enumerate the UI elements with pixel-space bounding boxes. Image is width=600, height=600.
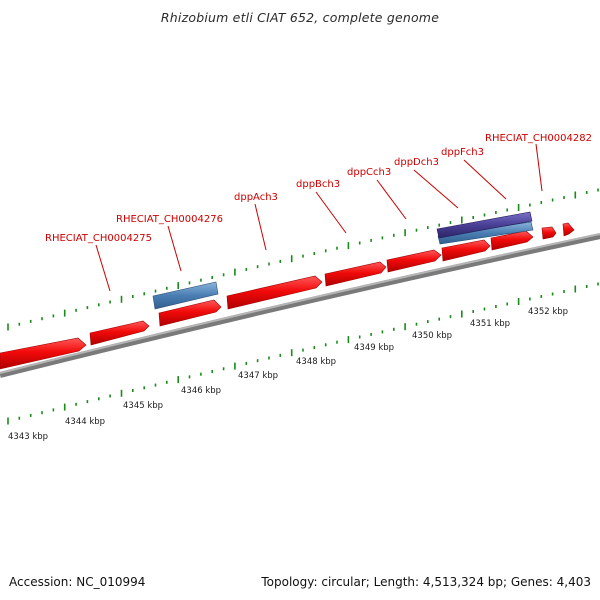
gene-label[interactable]: dppFch3 xyxy=(441,147,484,158)
scale-label: 4343 kbp xyxy=(8,432,48,442)
leader-line xyxy=(463,159,507,200)
gene-label[interactable]: dppBch3 xyxy=(296,179,340,190)
scale-label: 4352 kbp xyxy=(528,307,568,317)
scale-labels: 4343 kbp 4344 kbp 4345 kbp 4346 kbp 4347… xyxy=(8,307,568,442)
scale-label: 4346 kbp xyxy=(181,386,221,396)
gene-arrow[interactable] xyxy=(324,261,387,287)
leader-line xyxy=(315,191,347,234)
scale-label: 4345 kbp xyxy=(123,401,163,411)
gene-label[interactable]: dppDch3 xyxy=(394,157,439,168)
gene-arrow[interactable] xyxy=(0,337,87,370)
scale-label: 4347 kbp xyxy=(238,371,278,381)
genome-summary: Topology: circular; Length: 4,513,324 bp… xyxy=(261,575,591,589)
leader-line xyxy=(95,244,111,292)
accession-label: Accession: NC_010994 xyxy=(9,575,146,589)
leader-line xyxy=(413,169,459,209)
genome-backbone xyxy=(0,233,600,378)
gene-arrow[interactable] xyxy=(386,249,442,273)
gene-label[interactable]: dppAch3 xyxy=(234,192,278,203)
feature-bar-purple[interactable] xyxy=(436,211,533,239)
scale-label: 4349 kbp xyxy=(354,343,394,353)
leader-line xyxy=(167,225,182,272)
gene-arrow[interactable] xyxy=(226,275,323,310)
leader-line xyxy=(535,143,543,192)
scale-label: 4344 kbp xyxy=(65,417,105,427)
map-title: Rhizobium etli CIAT 652, complete genome xyxy=(160,10,440,25)
gene-arrow[interactable] xyxy=(541,226,557,240)
feature-bar-blue[interactable] xyxy=(152,281,219,310)
gene-arrow[interactable] xyxy=(441,239,491,262)
gene-labels: RHECIAT_CH0004275 RHECIAT_CH0004276 dppA… xyxy=(45,133,592,244)
gene-arrow[interactable] xyxy=(562,222,575,237)
gene-label[interactable]: dppCch3 xyxy=(347,167,391,178)
gene-label-leaders xyxy=(95,143,543,292)
leader-line xyxy=(254,203,267,251)
gene-arrow[interactable] xyxy=(89,320,150,346)
gene-label[interactable]: RHECIAT_CH0004276 xyxy=(116,214,223,225)
feature-track xyxy=(152,211,534,310)
gene-arrow[interactable] xyxy=(158,299,222,327)
genome-backbone-highlight xyxy=(0,233,600,374)
scale-label: 4348 kbp xyxy=(296,357,336,367)
gene-label[interactable]: RHECIAT_CH0004282 xyxy=(485,133,592,144)
gene-track xyxy=(0,222,575,370)
upper-tick-track xyxy=(7,188,599,331)
leader-line xyxy=(376,179,407,220)
scale-label: 4350 kbp xyxy=(412,331,452,341)
scale-label: 4351 kbp xyxy=(470,319,510,329)
gene-label[interactable]: RHECIAT_CH0004275 xyxy=(45,233,152,244)
lower-tick-track xyxy=(7,282,599,425)
